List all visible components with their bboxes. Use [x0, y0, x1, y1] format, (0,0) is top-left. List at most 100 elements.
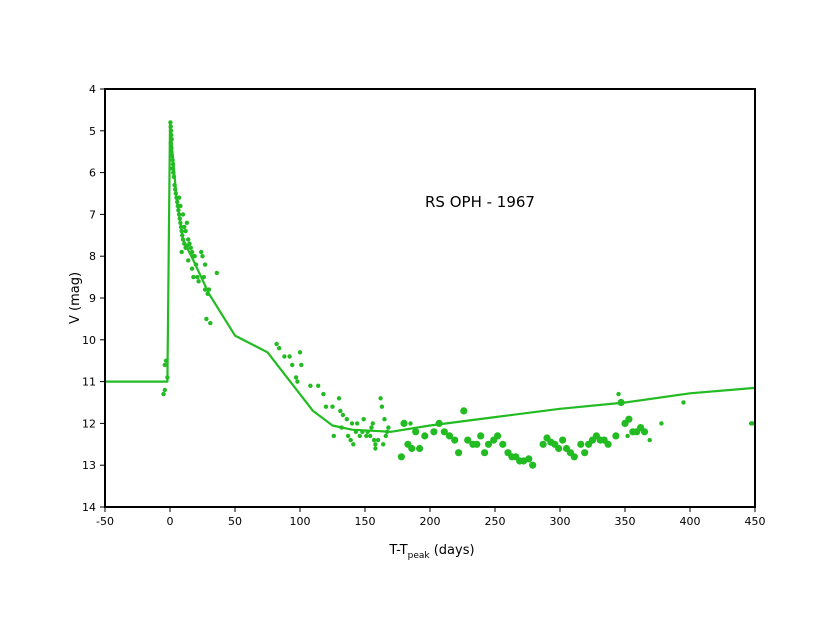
data-point-small — [290, 362, 295, 368]
data-point-small — [340, 412, 346, 418]
data-point-large — [397, 453, 405, 461]
data-point-small — [170, 162, 176, 167]
data-point-small — [189, 266, 195, 271]
x-tick-label: 250 — [485, 515, 506, 528]
data-point-small — [189, 249, 195, 255]
data-point-small — [616, 391, 621, 397]
data-point-small — [186, 237, 191, 242]
data-point-small — [178, 203, 183, 209]
data-point-large — [445, 432, 454, 440]
data-point-small — [351, 442, 356, 447]
data-point-small — [196, 279, 201, 284]
data-point-large — [473, 440, 481, 448]
y-tick-label: 7 — [89, 208, 96, 221]
data-point-small — [338, 408, 343, 414]
data-point-small — [205, 291, 210, 296]
data-point-small — [179, 249, 184, 255]
y-tick-label: 11 — [82, 376, 96, 389]
x-tick-label: 400 — [680, 515, 701, 528]
x-axis-title: T-Tpeak (days) — [388, 543, 474, 561]
data-point-small — [748, 421, 754, 426]
data-point-small — [204, 316, 209, 322]
data-point-small — [330, 404, 335, 409]
data-point-large — [416, 444, 424, 453]
data-point-large — [604, 440, 612, 448]
y-tick-label: 10 — [82, 334, 96, 347]
data-point-small — [355, 421, 360, 426]
data-point-small — [321, 391, 326, 397]
y-tick-label: 5 — [89, 125, 96, 138]
data-point-small — [369, 425, 374, 430]
y-axis-title: V (mag) — [68, 272, 83, 324]
data-point-small — [299, 362, 304, 368]
data-point-large — [455, 449, 463, 457]
x-axis-title-main: T-T — [388, 543, 407, 558]
data-point-small — [357, 433, 362, 439]
data-point-small — [170, 157, 175, 163]
data-point-small — [179, 228, 184, 234]
y-tick-label: 4 — [89, 83, 96, 96]
data-point-small — [186, 258, 191, 263]
data-point-small — [184, 220, 190, 225]
data-point-small — [183, 228, 188, 234]
data-point-small — [308, 383, 313, 388]
data-point-small — [206, 287, 212, 292]
data-point-large — [400, 419, 408, 427]
data-point-small — [169, 145, 174, 150]
data-point-small — [214, 270, 219, 276]
y-tick-label: 14 — [82, 501, 96, 514]
data-point-large — [539, 440, 547, 448]
data-point-small — [647, 437, 652, 443]
data-point-small — [182, 224, 187, 230]
x-axis-title-suffix: (days) — [430, 543, 475, 558]
data-point-small — [339, 425, 344, 430]
data-point-small — [172, 182, 177, 188]
data-point-large — [477, 432, 485, 440]
data-point-small — [625, 433, 630, 439]
data-point-large — [430, 428, 438, 436]
y-tick-label: 9 — [89, 292, 96, 305]
y-tick-label: 6 — [89, 167, 96, 180]
data-point-small — [361, 417, 366, 422]
data-point-large — [581, 449, 589, 457]
data-point-small — [336, 396, 342, 401]
data-point-small — [365, 429, 370, 434]
data-point-small — [368, 433, 373, 439]
data-point-small — [200, 254, 205, 259]
data-point-small — [165, 375, 170, 380]
x-tick-label: 450 — [745, 515, 766, 528]
data-point-large — [484, 440, 493, 448]
y-tick-label: 13 — [82, 459, 96, 472]
data-point-small — [180, 237, 186, 242]
data-point-small — [297, 350, 303, 355]
data-point-small — [180, 212, 186, 217]
data-point-small — [169, 137, 174, 142]
data-point-small — [659, 421, 664, 426]
data-point-large — [435, 419, 443, 427]
data-point-small — [323, 404, 329, 409]
axes: -50 0 50 100 150 200 250 300 350 400 450 4 5 6 7 8 9 10 11… — [82, 83, 766, 528]
data-point-small — [381, 442, 386, 447]
data-point-small — [316, 383, 321, 388]
data-point-small — [287, 354, 292, 359]
data-point-large — [408, 444, 416, 453]
data-point-small — [175, 199, 180, 205]
data-point-large — [464, 436, 472, 444]
plot-frame — [104, 88, 756, 508]
data-point-large — [617, 398, 625, 407]
data-point-small — [168, 124, 173, 129]
data-point-small — [187, 241, 192, 246]
data-point-large — [494, 432, 502, 440]
data-point-small — [169, 153, 175, 159]
data-point-large — [640, 428, 649, 436]
data-point-small — [277, 346, 282, 351]
data-point-small — [168, 141, 173, 146]
data-point-small — [201, 274, 206, 280]
data-point-small — [344, 417, 349, 422]
y-tick-label: 12 — [82, 417, 96, 430]
x-axis-title-subscript: peak — [408, 551, 431, 561]
data-point-small — [176, 195, 182, 200]
data-point-large — [555, 444, 563, 453]
data-point-small — [176, 208, 181, 213]
